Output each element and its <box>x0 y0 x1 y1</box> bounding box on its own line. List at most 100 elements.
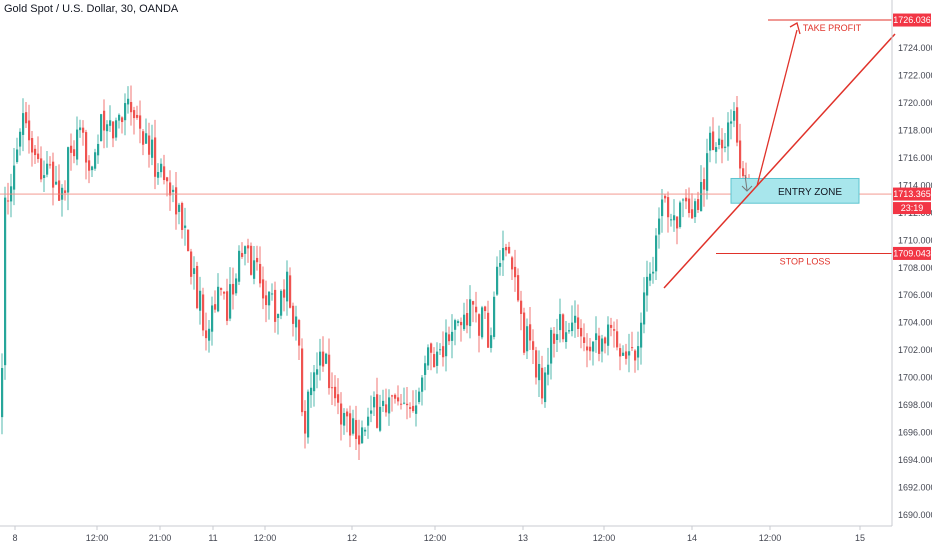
entry-arrow-head <box>741 185 753 192</box>
take-profit-arrow-shaft <box>756 29 798 187</box>
candle-body <box>493 296 496 337</box>
candle-body <box>346 411 349 417</box>
candle-body <box>553 333 556 344</box>
candle-body <box>718 138 721 146</box>
candle-body <box>511 257 514 270</box>
y-tick-label: 1690.000 <box>898 510 932 520</box>
candle-body <box>283 289 286 298</box>
candle-body <box>22 113 25 135</box>
candle-body <box>25 112 28 124</box>
candle-body <box>685 197 688 202</box>
candle-body <box>442 346 445 358</box>
candle-body <box>253 260 256 279</box>
candle-body <box>439 349 442 351</box>
candle-body <box>352 418 355 434</box>
candle-body <box>724 146 727 148</box>
candle-body <box>667 197 670 218</box>
candle-body <box>733 111 736 121</box>
candle-body <box>433 354 436 368</box>
candle-body <box>1 368 4 418</box>
candle-body <box>706 153 709 191</box>
candle-body <box>211 305 214 332</box>
candle-body <box>298 320 301 346</box>
candle-body <box>643 292 646 325</box>
candle-body <box>502 247 505 261</box>
candle-body <box>259 263 262 284</box>
y-tick-label: 1700.000 <box>898 373 932 383</box>
candle-body <box>403 402 406 404</box>
candle-body <box>355 420 358 440</box>
candle-body <box>7 200 10 202</box>
candle-body <box>109 120 112 126</box>
candle-body <box>139 115 142 129</box>
candle-body <box>460 321 463 326</box>
candle-body <box>604 337 607 344</box>
candle-body <box>310 387 313 396</box>
candle-body <box>550 330 553 364</box>
candle-body <box>673 215 676 221</box>
countdown-badge-bg <box>893 202 931 215</box>
candle-body <box>691 209 694 219</box>
candle-body <box>406 403 409 406</box>
candle-body <box>271 293 274 295</box>
candle-body <box>208 328 211 341</box>
candle-body <box>412 405 415 412</box>
candle-body <box>73 149 76 157</box>
candle-body <box>238 250 241 282</box>
y-tick-label: 1710.000 <box>898 235 932 245</box>
candle-body <box>505 247 508 251</box>
candle-body <box>328 354 331 389</box>
candle-body <box>661 199 664 217</box>
y-tick-label: 1702.000 <box>898 345 932 355</box>
candle-body <box>382 400 385 407</box>
trend-line <box>663 33 896 289</box>
candle-body <box>100 114 103 142</box>
candle-body <box>334 386 337 399</box>
candle-body <box>115 120 118 138</box>
candle-body <box>235 278 238 294</box>
candle-body <box>82 127 85 133</box>
candle-body <box>721 139 724 149</box>
candle-body <box>112 121 115 139</box>
y-tick-label: 1714.000 <box>898 180 932 190</box>
candle-body <box>148 135 151 155</box>
candle-body <box>301 348 304 413</box>
candle-body <box>682 199 685 201</box>
candle-body <box>199 290 202 311</box>
candle-body <box>379 406 382 431</box>
candle-body <box>547 364 550 375</box>
take-profit-label: TAKE PROFIT <box>803 23 862 33</box>
candle-body <box>676 216 679 229</box>
y-tick-label: 1720.000 <box>898 98 932 108</box>
candle-body <box>646 276 649 296</box>
candle-body <box>229 284 232 319</box>
candle-body <box>457 321 460 323</box>
candle-body <box>49 164 52 166</box>
candle-body <box>589 346 592 352</box>
candle-body <box>427 347 430 366</box>
candle-body <box>715 147 718 152</box>
candle-body <box>13 165 16 190</box>
candle-body <box>481 307 484 338</box>
candle-body <box>118 114 121 121</box>
candle-body <box>166 177 169 182</box>
candle-body <box>694 201 697 218</box>
candle-body <box>574 315 577 323</box>
candle-body <box>739 140 742 169</box>
candle-body <box>712 131 715 151</box>
candle-body <box>241 252 244 257</box>
y-tick-label: 1696.000 <box>898 428 932 438</box>
candle-body <box>367 416 370 426</box>
candle-body <box>190 251 193 277</box>
candle-body <box>163 166 166 181</box>
candle-body <box>370 410 373 414</box>
candle-body <box>316 369 319 375</box>
candle-body <box>220 288 223 290</box>
candle-body <box>562 314 565 340</box>
candle-body <box>55 181 58 185</box>
candles-layer <box>1 85 751 460</box>
candle-body <box>142 131 145 145</box>
candle-body <box>409 407 412 409</box>
candle-body <box>175 187 178 215</box>
